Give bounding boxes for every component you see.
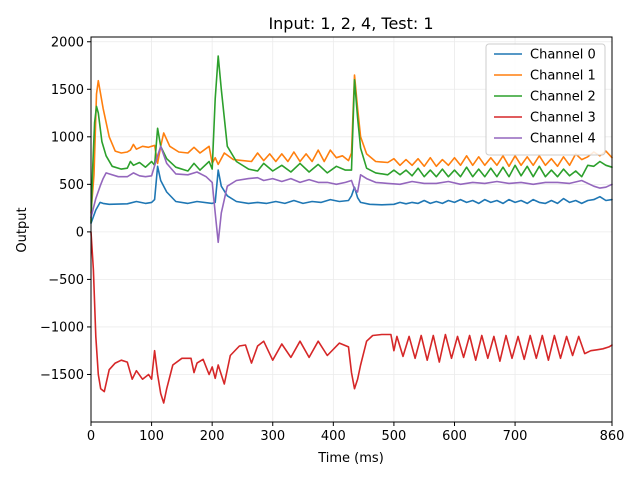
x-tick-label: 100 <box>139 429 164 444</box>
plot-frame <box>90 36 613 423</box>
legend-entry-label: Channel 0 <box>530 48 596 63</box>
y-tick-label: 500 <box>59 178 84 193</box>
y-tick-label: 0 <box>76 225 84 240</box>
x-axis-label: Time (ms) <box>317 451 384 466</box>
legend-entry-label: Channel 3 <box>530 111 596 126</box>
legend-box <box>485 43 606 156</box>
y-tick-label: 2000 <box>51 35 84 50</box>
series-lines <box>90 55 613 404</box>
x-tick-label: 860 <box>600 429 625 444</box>
chart-title: Input: 1, 2, 4, Test: 1 <box>268 14 433 33</box>
y-axis-label: Output <box>15 207 30 252</box>
x-tick-label: 200 <box>200 429 225 444</box>
axis-ticks: 0 100 200 300 400 500 600 700 860 −1500 −1000 −500 0… <box>40 35 624 444</box>
legend: Channel 0 Channel 1 Channel 2 Channel 3 Chan… <box>485 43 606 156</box>
y-tick-label: 1500 <box>51 83 84 98</box>
x-tick-label: 600 <box>442 429 467 444</box>
x-tick-label: 400 <box>321 429 346 444</box>
legend-entry-label: Channel 1 <box>530 69 596 84</box>
y-tick-label: −500 <box>48 273 84 288</box>
series-line-channel-3 <box>90 231 613 404</box>
series-line-channel-2 <box>90 55 613 224</box>
x-tick-label: 500 <box>381 429 406 444</box>
legend-entry-label: Channel 4 <box>530 132 596 147</box>
series-line-channel-1 <box>90 74 613 214</box>
y-tick-label: −1500 <box>40 368 84 383</box>
x-tick-label: 700 <box>503 429 528 444</box>
y-tick-label: −1000 <box>40 320 84 335</box>
series-line-channel-0 <box>90 165 613 225</box>
series-line-channel-4 <box>90 145 613 244</box>
x-tick-label: 300 <box>260 429 285 444</box>
legend-entry-label: Channel 2 <box>530 90 596 105</box>
y-tick-label: 1000 <box>51 130 84 145</box>
x-tick-label: 0 <box>87 429 95 444</box>
